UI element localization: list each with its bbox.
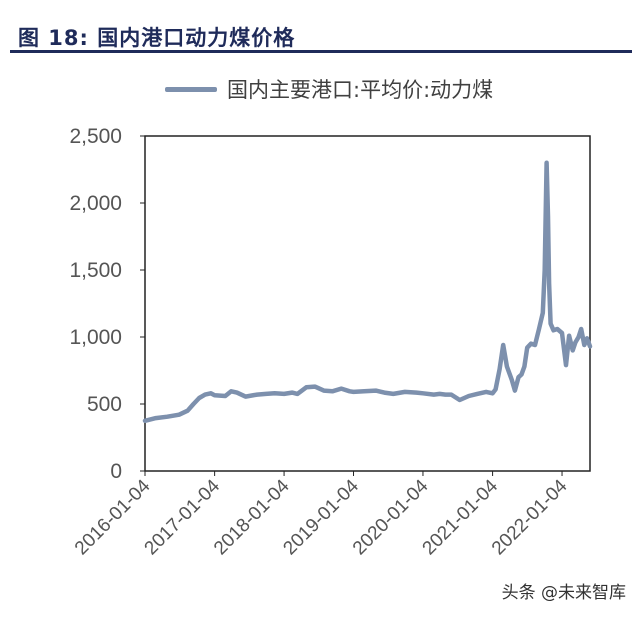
figure-title: 图 18: 国内港口动力煤价格 (18, 26, 296, 50)
chart-legend: 国内主要港口:平均价:动力煤 (165, 74, 493, 104)
y-tick-label: 2,000 (69, 192, 122, 215)
y-tick-label: 2,500 (69, 125, 122, 148)
y-tick-label: 500 (87, 393, 122, 416)
y-tick-label: 0 (110, 460, 122, 483)
legend-swatch (165, 86, 217, 92)
x-tick-label: 2022-01-04 (488, 475, 572, 559)
y-tick-label: 1,500 (69, 259, 122, 282)
plot-frame (144, 135, 591, 472)
y-tick-label: 1,000 (69, 326, 122, 349)
legend-label: 国内主要港口:平均价:动力煤 (227, 78, 494, 102)
title-underline (10, 50, 632, 53)
watermark: 头条 @未来智库 (501, 583, 626, 603)
series-line (142, 160, 593, 424)
